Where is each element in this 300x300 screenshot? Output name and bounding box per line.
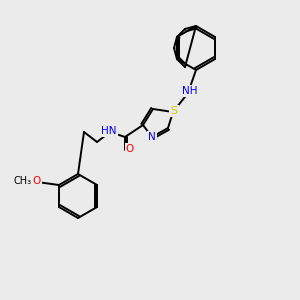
Text: NH: NH xyxy=(182,86,198,96)
Text: CH₃: CH₃ xyxy=(14,176,32,186)
Text: S: S xyxy=(170,106,178,116)
Text: HN: HN xyxy=(101,126,117,136)
Text: O: O xyxy=(126,144,134,154)
Text: O: O xyxy=(33,176,41,186)
Text: N: N xyxy=(148,132,156,142)
